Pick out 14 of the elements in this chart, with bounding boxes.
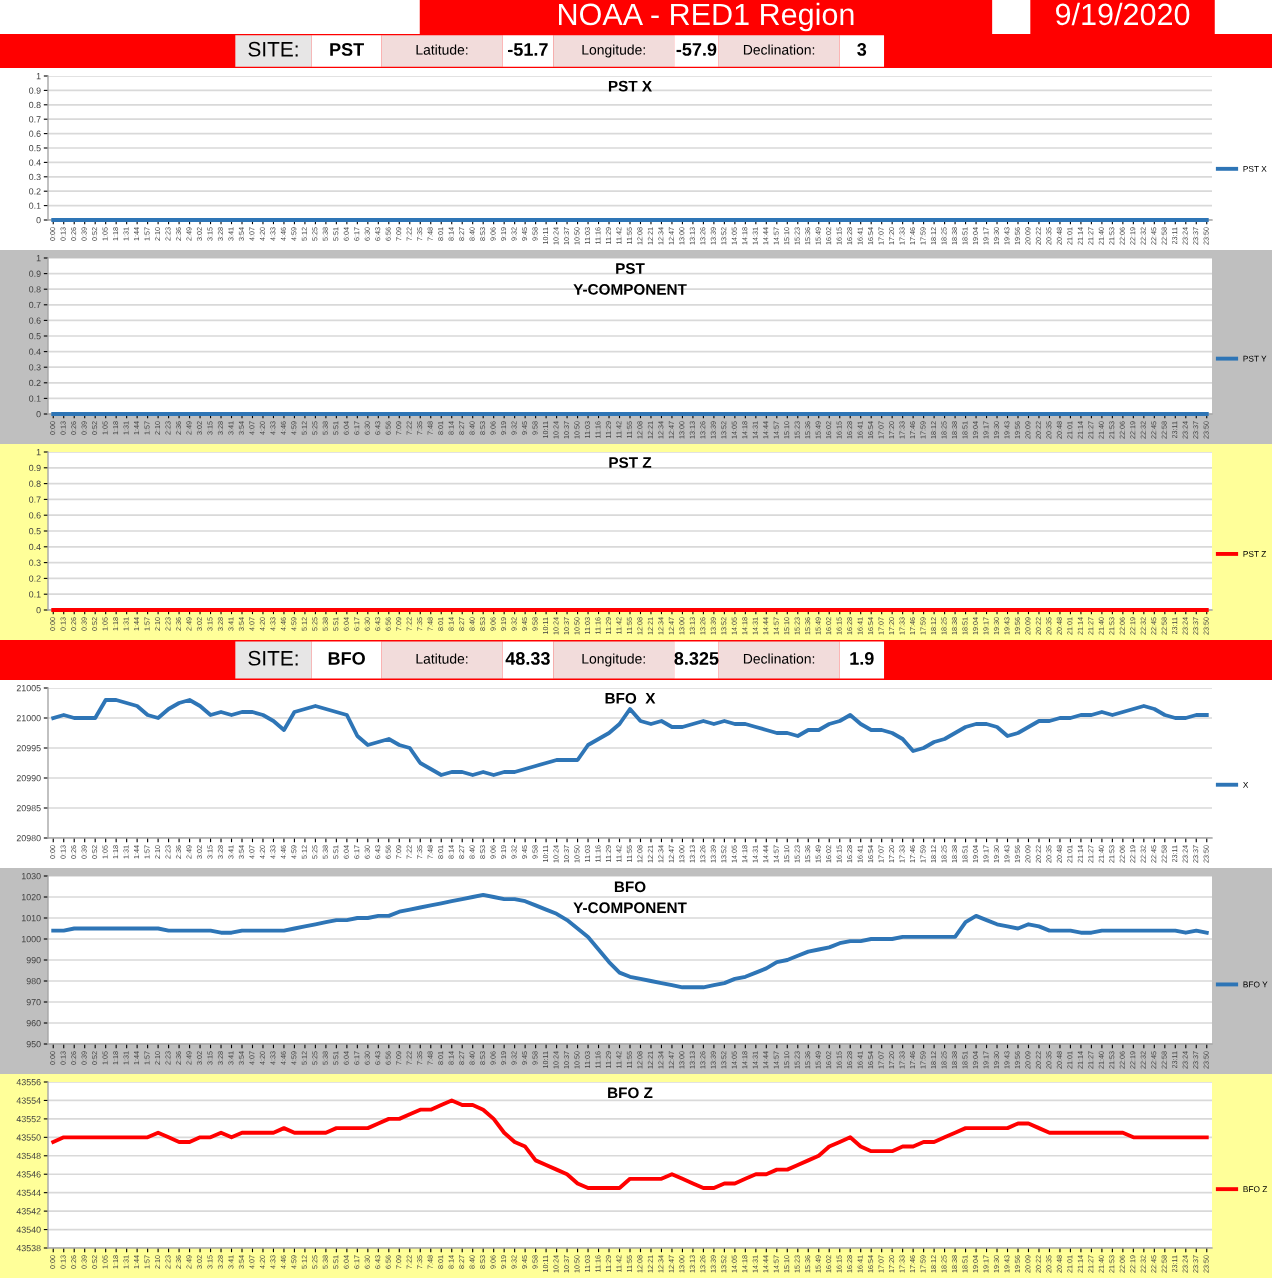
text: PST (330, 43, 364, 56)
text: 1.9 (850, 652, 874, 665)
text: SITE: (248, 41, 298, 57)
text: 48.33 (505, 652, 550, 665)
text: 8.325 (674, 652, 719, 665)
text: 3 (857, 43, 867, 56)
text: NOAA - RED1 Region (559, 2, 854, 32)
text: BFO (328, 652, 365, 665)
text: SITE: (248, 650, 298, 666)
text: -57.9 (676, 43, 717, 56)
line-series (51, 1098, 1209, 1191)
text: -51.7 (508, 43, 548, 56)
text: 9/19/2020 (1056, 2, 1190, 26)
line-series (51, 892, 1209, 990)
